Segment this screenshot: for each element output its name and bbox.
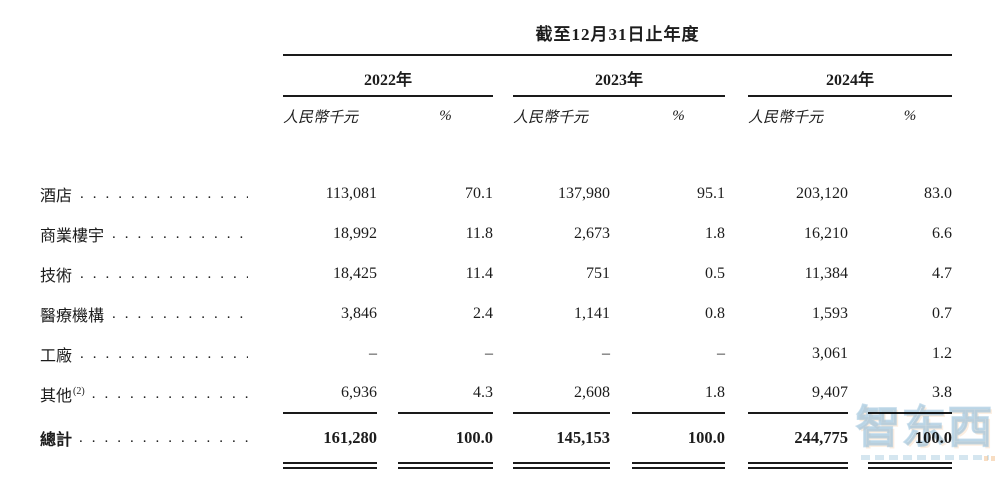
dot-leader: ........................................ <box>112 225 248 242</box>
cell-technology-2023-amount: 751 <box>586 265 610 282</box>
cell-factories-2024-amount: 3,061 <box>812 345 848 362</box>
cell-total-2024-pct: 100.0 <box>914 428 952 447</box>
cell-factories-2022-pct: – <box>485 345 493 362</box>
cell-factories-2023-pct: – <box>717 345 725 362</box>
cell-hotels-2024-pct: 83.0 <box>924 185 952 202</box>
cell-medical-2022-amount: 3,846 <box>341 305 377 322</box>
cell-technology-2023-pct: 0.5 <box>705 265 725 282</box>
cell-hotels-2023-amount: 137,980 <box>558 185 610 202</box>
dot-leader: ........................................ <box>112 305 248 322</box>
cell-technology-2022-pct: 11.4 <box>465 265 493 282</box>
row-label-text: 酒店 <box>40 188 73 205</box>
cell-total-2023-pct: 100.0 <box>687 428 725 447</box>
cell-medical-2023-amount: 1,141 <box>574 305 610 322</box>
subheader-amount-2022: 人民幣千元 <box>283 109 359 126</box>
cell-medical-2024-pct: 0.7 <box>932 305 952 322</box>
cell-others-2024-pct: 3.8 <box>868 374 952 414</box>
cell-others-2022-pct: 4.3 <box>398 374 493 414</box>
cell-others-2022-amount: 6,936 <box>283 374 377 414</box>
table-title: 截至12月31日止年度 <box>283 0 952 56</box>
row-label-text: 總計 <box>40 432 73 449</box>
subheader-percent-2023: % <box>672 107 685 124</box>
year-header-2024: 2024年 <box>748 56 952 97</box>
cell-commercial-2024-amount: 16,210 <box>804 225 848 242</box>
cell-medical-2024-amount: 1,593 <box>812 305 848 322</box>
row-label-commercial-buildings: 商業樓宇 ...................................… <box>40 214 248 254</box>
cell-total-2022-amount: 161,280 <box>323 428 377 447</box>
watermark-accent <box>984 456 998 462</box>
cell-technology-2024-pct: 4.7 <box>932 265 952 282</box>
row-label-technology: 技術 .....................................… <box>40 254 248 294</box>
cell-factories-2022-amount: – <box>369 345 377 362</box>
cell-total-2022-pct: 100.0 <box>455 428 493 447</box>
row-label-text: 商業樓宇 <box>40 228 105 245</box>
cell-total-2023-amount: 145,153 <box>556 428 610 447</box>
dot-leader: ........................................ <box>80 345 248 362</box>
cell-medical-2023-pct: 0.8 <box>705 305 725 322</box>
row-label-total: 總計 .....................................… <box>40 414 248 462</box>
year-header-2023: 2023年 <box>513 56 725 97</box>
double-rule <box>868 462 952 469</box>
subheader-percent-2024: % <box>903 107 917 124</box>
cell-commercial-2023-amount: 2,673 <box>574 225 610 242</box>
cell-hotels-2022-pct: 70.1 <box>465 185 493 202</box>
row-label-factories: 工廠 .....................................… <box>40 334 248 374</box>
double-rule <box>632 462 725 469</box>
row-label-text: 技術 <box>40 268 73 285</box>
dot-leader: ........................................ <box>80 265 248 282</box>
subheader-amount-2024: 人民幣千元 <box>748 109 824 126</box>
cell-others-2023-amount: 2,608 <box>513 374 610 414</box>
cell-others-2024-amount: 9,407 <box>748 374 848 414</box>
cell-factories-2023-amount: – <box>602 345 610 362</box>
cell-technology-2022-amount: 18,425 <box>333 265 377 282</box>
row-label-text: 其他 <box>40 388 73 405</box>
cell-hotels-2022-amount: 113,081 <box>325 185 377 202</box>
subheader-amount-2023: 人民幣千元 <box>513 109 589 126</box>
double-rule <box>513 462 610 469</box>
cell-others-2023-pct: 1.8 <box>632 374 725 414</box>
cell-commercial-2023-pct: 1.8 <box>705 225 725 242</box>
cell-hotels-2023-pct: 95.1 <box>697 185 725 202</box>
row-label-others: 其他(2) ..................................… <box>40 374 248 414</box>
row-label-hotels: 酒店 .....................................… <box>40 174 248 214</box>
row-label-text: 工廠 <box>40 348 73 365</box>
cell-technology-2024-amount: 11,384 <box>804 265 848 282</box>
dot-leader: ........................................ <box>79 429 248 446</box>
dot-leader: ........................................ <box>91 385 248 402</box>
cell-commercial-2022-pct: 11.8 <box>465 225 493 242</box>
revenue-breakdown-table: 截至12月31日止年度 2022年 2023年 2024年 人民幣千元 % 人民… <box>40 0 952 469</box>
cell-factories-2024-pct: 1.2 <box>932 345 952 362</box>
year-header-2022: 2022年 <box>283 56 493 97</box>
cell-hotels-2024-amount: 203,120 <box>796 185 848 202</box>
cell-commercial-2022-amount: 18,992 <box>333 225 377 242</box>
double-rule <box>748 462 848 469</box>
row-label-medical: 醫療機構 ...................................… <box>40 294 248 334</box>
double-rule <box>283 462 377 469</box>
dot-leader: ........................................ <box>80 185 248 202</box>
cell-medical-2022-pct: 2.4 <box>473 305 493 322</box>
row-label-text: 醫療機構 <box>40 308 105 325</box>
cell-commercial-2024-pct: 6.6 <box>932 225 952 242</box>
note-ref: (2) <box>73 386 85 397</box>
double-rule <box>398 462 493 469</box>
subheader-percent-2022: % <box>439 107 452 124</box>
cell-total-2024-amount: 244,775 <box>794 428 848 447</box>
